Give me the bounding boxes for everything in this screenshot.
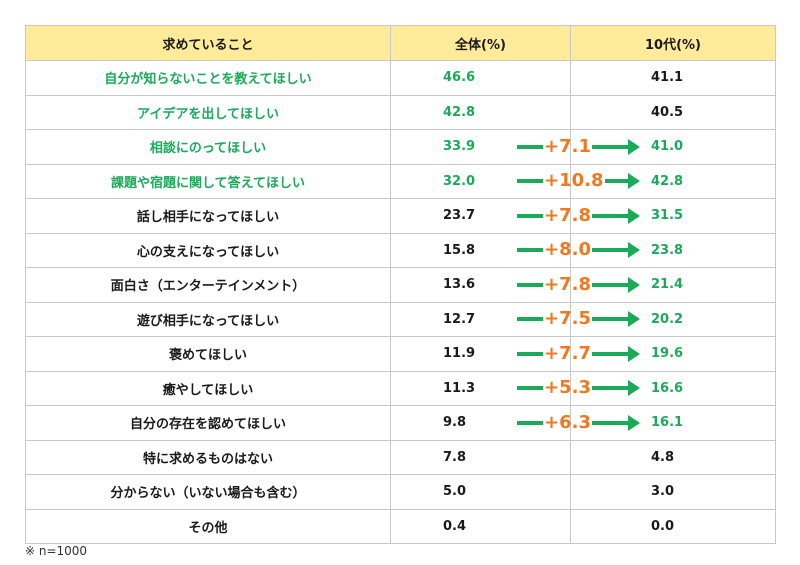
item-label: 話し相手になってほしい bbox=[25, 198, 391, 234]
item-label: 自分の存在を認めてほしい bbox=[25, 405, 391, 441]
header-item: 求めていること bbox=[25, 25, 391, 61]
header-teens: 10代(%) bbox=[570, 25, 776, 61]
header-overall: 全体(%) bbox=[390, 25, 571, 61]
overall-value: 32.0 bbox=[390, 163, 571, 199]
item-label: 褒めてほしい bbox=[25, 336, 391, 372]
teens-value: 19.6 bbox=[570, 336, 776, 372]
overall-value: 9.8 bbox=[390, 405, 571, 441]
table-row: 遊び相手になってほしい 12.7 20.2 bbox=[25, 301, 776, 337]
overall-value: 7.8 bbox=[390, 439, 571, 475]
item-label: 課題や宿題に関して答えてほしい bbox=[25, 163, 391, 199]
table-row: 褒めてほしい 11.9 19.6 bbox=[25, 336, 776, 372]
table-row: 面白さ（エンターテインメント） 13.6 21.4 bbox=[25, 267, 776, 303]
header-row: 求めていること 全体(%) 10代(%) bbox=[25, 25, 776, 61]
table-row: 自分が知らないことを教えてほしい 46.6 41.1 bbox=[25, 60, 776, 96]
overall-value: 12.7 bbox=[390, 301, 571, 337]
table-row: その他 0.4 0.0 bbox=[25, 508, 776, 544]
item-label: 相談にのってほしい bbox=[25, 129, 391, 165]
table-row: 課題や宿題に関して答えてほしい 32.0 42.8 bbox=[25, 163, 776, 199]
teens-value: 42.8 bbox=[570, 163, 776, 199]
table-row: 話し相手になってほしい 23.7 31.5 bbox=[25, 198, 776, 234]
overall-value: 13.6 bbox=[390, 267, 571, 303]
item-label: 心の支えになってほしい bbox=[25, 232, 391, 268]
item-label: 自分が知らないことを教えてほしい bbox=[25, 60, 391, 96]
overall-value: 0.4 bbox=[390, 508, 571, 544]
teens-value: 3.0 bbox=[570, 474, 776, 510]
item-label: 特に求めるものはない bbox=[25, 439, 391, 475]
teens-value: 23.8 bbox=[570, 232, 776, 268]
item-label: 癒やしてほしい bbox=[25, 370, 391, 406]
teens-value: 16.6 bbox=[570, 370, 776, 406]
teens-value: 4.8 bbox=[570, 439, 776, 475]
table-row: 特に求めるものはない 7.8 4.8 bbox=[25, 439, 776, 475]
teens-value: 40.5 bbox=[570, 94, 776, 130]
teens-value: 20.2 bbox=[570, 301, 776, 337]
overall-value: 11.3 bbox=[390, 370, 571, 406]
table-row: 分からない（いない場合も含む） 5.0 3.0 bbox=[25, 474, 776, 510]
item-label: 遊び相手になってほしい bbox=[25, 301, 391, 337]
teens-value: 16.1 bbox=[570, 405, 776, 441]
teens-value: 0.0 bbox=[570, 508, 776, 544]
table-row: 癒やしてほしい 11.3 16.6 bbox=[25, 370, 776, 406]
table-row: アイデアを出してほしい 42.8 40.5 bbox=[25, 94, 776, 130]
survey-table: 求めていること 全体(%) 10代(%) 自分が知らないことを教えてほしい 46.… bbox=[25, 25, 776, 544]
table-row: 自分の存在を認めてほしい 9.8 16.1 bbox=[25, 405, 776, 441]
teens-value: 41.1 bbox=[570, 60, 776, 96]
overall-value: 46.6 bbox=[390, 60, 571, 96]
overall-value: 42.8 bbox=[390, 94, 571, 130]
teens-value: 21.4 bbox=[570, 267, 776, 303]
teens-value: 41.0 bbox=[570, 129, 776, 165]
overall-value: 15.8 bbox=[390, 232, 571, 268]
item-label: 分からない（いない場合も含む） bbox=[25, 474, 391, 510]
table-row: 相談にのってほしい 33.9 41.0 bbox=[25, 129, 776, 165]
overall-value: 33.9 bbox=[390, 129, 571, 165]
overall-value: 11.9 bbox=[390, 336, 571, 372]
item-label: 面白さ（エンターテインメント） bbox=[25, 267, 391, 303]
table-row: 心の支えになってほしい 15.8 23.8 bbox=[25, 232, 776, 268]
item-label: その他 bbox=[25, 508, 391, 544]
teens-value: 31.5 bbox=[570, 198, 776, 234]
overall-value: 23.7 bbox=[390, 198, 571, 234]
overall-value: 5.0 bbox=[390, 474, 571, 510]
footnote: ※ n=1000 bbox=[25, 544, 88, 558]
item-label: アイデアを出してほしい bbox=[25, 94, 391, 130]
